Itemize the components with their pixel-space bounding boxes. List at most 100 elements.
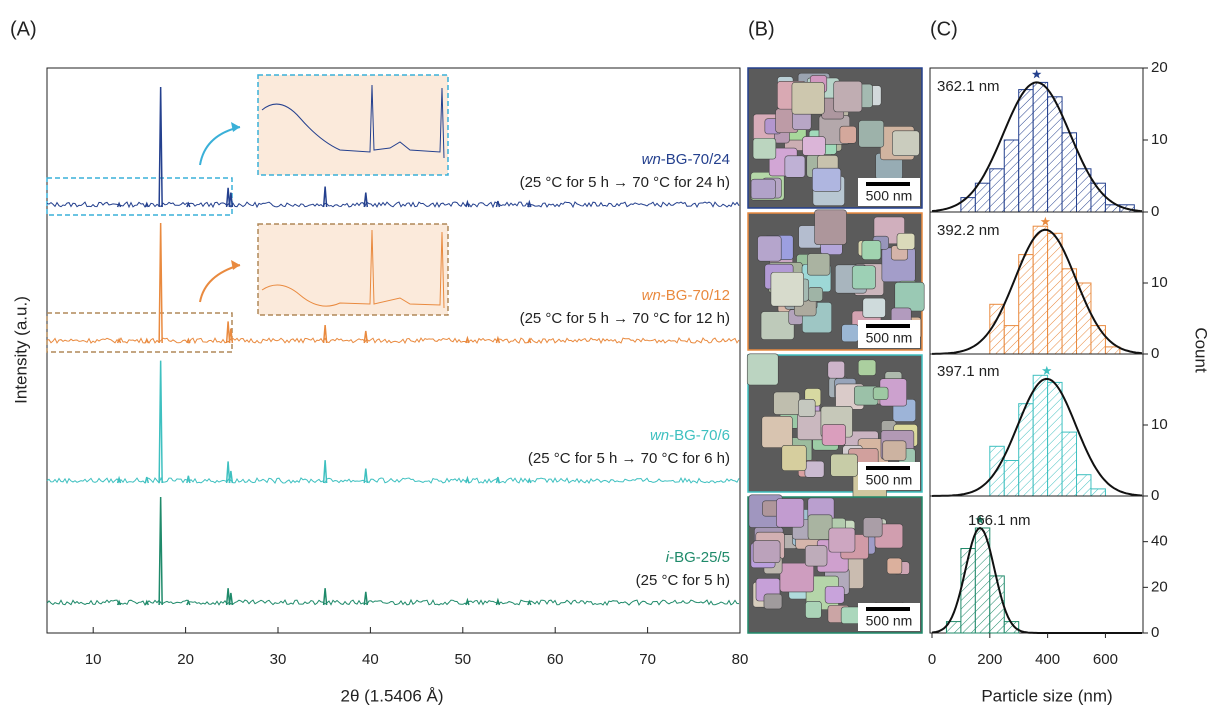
series-label-rest: -BG-25/5 (669, 549, 730, 566)
x-tick-label: 80 (732, 651, 749, 668)
bar (1018, 89, 1034, 213)
peak (225, 321, 231, 344)
peak (495, 476, 501, 484)
x-tick-label: 60 (547, 651, 564, 668)
bar (1047, 232, 1063, 355)
mean-marker (1040, 216, 1051, 226)
peak (228, 192, 234, 208)
peak (363, 591, 369, 606)
bar (989, 168, 1005, 213)
bar (1032, 225, 1049, 355)
peak (228, 592, 234, 606)
peak (465, 199, 470, 208)
bar (1104, 346, 1121, 355)
inset-trace (261, 229, 445, 309)
bar (1090, 325, 1106, 355)
peak (495, 335, 501, 344)
y-tick-label: 0 (1151, 487, 1159, 504)
particle (781, 445, 807, 471)
series-label-rest: -BG-70/24 (661, 151, 730, 168)
panel-label: (C) (930, 18, 958, 40)
peak (186, 599, 191, 606)
bar (1047, 381, 1063, 497)
particle (827, 360, 845, 379)
scale-label: 500 nm (866, 613, 913, 629)
zoom-box (46, 312, 233, 353)
series-label: wn-BG-70/12 (642, 287, 730, 304)
x-tick-label: 200 (977, 651, 1002, 668)
peak (465, 335, 470, 344)
baseline (46, 476, 740, 485)
particle (804, 460, 825, 478)
particle (851, 265, 876, 290)
particle (833, 80, 863, 113)
particle (821, 424, 846, 446)
particle (840, 606, 862, 624)
particle (841, 324, 859, 343)
fit-curve (931, 81, 1143, 213)
inset-trace (261, 84, 445, 159)
mean-label: 166.1 nm (968, 512, 1031, 529)
particle (757, 235, 782, 262)
y-tick-label: 40 (1151, 533, 1168, 550)
baseline (46, 201, 740, 209)
peak (527, 477, 532, 484)
particle (807, 287, 823, 302)
panel-label: (A) (10, 18, 37, 40)
peak (527, 199, 532, 208)
series-condition: (25 °C for 5 h → 70 °C for 6 h) (528, 450, 730, 467)
particle (894, 281, 925, 312)
particle (750, 178, 776, 200)
peak (322, 588, 328, 606)
x-axis-label: Particle size (nm) (981, 686, 1112, 705)
particle (862, 297, 886, 318)
peak (225, 187, 231, 208)
peak (495, 200, 501, 208)
series-label-italic: i (666, 549, 670, 566)
particle (824, 586, 845, 604)
particle (872, 386, 889, 400)
y-tick-label: 0 (1151, 624, 1159, 641)
particle (886, 557, 903, 575)
peak (363, 468, 369, 484)
fit-curve (931, 377, 1143, 497)
y-tick-label: 0 (1151, 345, 1159, 362)
particle (882, 440, 907, 461)
peak (363, 330, 369, 344)
peak (225, 588, 231, 606)
bar (1018, 254, 1034, 355)
peak (158, 496, 163, 606)
series-condition: (25 °C for 5 h → 70 °C for 24 h) (520, 174, 730, 191)
peak (116, 599, 122, 606)
peak (186, 337, 191, 344)
peak (495, 597, 501, 606)
peak (158, 360, 163, 484)
series-label-italic: wn (642, 151, 661, 168)
x-tick-label: 20 (177, 651, 194, 668)
particle (784, 155, 806, 178)
particle (805, 600, 822, 619)
particle (761, 416, 793, 448)
particle (814, 209, 847, 245)
series-label-rest: -BG-70/6 (669, 427, 730, 444)
bar (1003, 139, 1020, 213)
y-tick-label: 0 (1151, 203, 1159, 220)
particle (752, 137, 777, 160)
bar (1061, 431, 1078, 497)
mean-marker (1042, 365, 1052, 375)
particle (861, 240, 882, 260)
peak (116, 337, 122, 344)
bar (974, 182, 991, 213)
peak (144, 599, 149, 606)
baseline (46, 337, 740, 345)
particle (807, 514, 833, 540)
x-tick-label: 400 (1035, 651, 1060, 668)
peak (158, 86, 163, 208)
y-tick-label: 20 (1151, 578, 1168, 595)
peak (144, 337, 149, 344)
particle (830, 453, 858, 477)
series-condition: (25 °C for 5 h) (636, 572, 730, 589)
series-label: wn-BG-70/6 (650, 427, 730, 444)
particle (770, 271, 804, 307)
peak (527, 599, 532, 606)
